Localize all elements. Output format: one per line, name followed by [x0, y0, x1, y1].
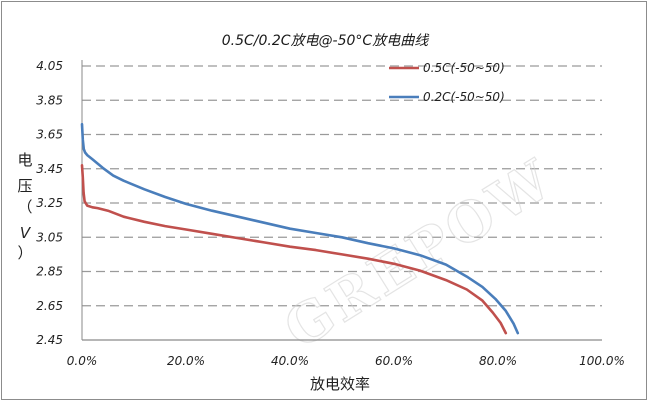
watermark-text: GREPOW [273, 145, 565, 361]
y-tick-label: 2.65 [36, 299, 63, 313]
x-tick-label: 80.0% [479, 354, 517, 368]
y-axis-label-char: ） [17, 244, 32, 262]
y-tick-label: 3.45 [36, 162, 63, 176]
chart-title: 0.5C/0.2C放电@-50°C放电曲线 [222, 33, 430, 49]
x-tick-label: 0.0% [67, 354, 98, 368]
x-tick-labels: 0.0% 20.0% 40.0% 60.0% 80.0% 100.0% [67, 354, 625, 368]
x-tick-label: 60.0% [375, 354, 413, 368]
y-axis-label-char: 压 [17, 177, 32, 195]
y-tick-labels: 4.05 3.85 3.65 3.45 3.25 3.05 2.85 2.65 2.45 [36, 59, 63, 347]
y-axis-label-char: V [20, 224, 32, 242]
legend-label-0: 0.5C(-50~50) [423, 61, 505, 75]
legend-label-1: 0.2C(-50~50) [423, 90, 505, 104]
grid-lines [82, 65, 602, 307]
y-tick-label: 3.65 [36, 128, 63, 142]
y-axis-label: 电压 （ V ） [17, 151, 32, 262]
y-axis-label-char: 电 [17, 151, 32, 169]
y-tick-label: 3.05 [36, 230, 63, 244]
x-axis-label: 放电效率 [310, 375, 370, 393]
x-tick-label: 100.0% [579, 354, 625, 368]
y-axis-label-char: （ [17, 198, 32, 216]
y-tick-label: 2.45 [36, 333, 63, 347]
x-tick-label: 20.0% [167, 354, 205, 368]
series-line-1 [80, 122, 520, 335]
y-tick-label: 2.85 [36, 265, 63, 279]
series-lines [80, 122, 520, 335]
y-tick-label: 4.05 [36, 59, 63, 73]
y-tick-label: 3.25 [36, 196, 63, 210]
series-line-0 [80, 164, 508, 335]
legend: 0.5C(-50~50) 0.2C(-50~50) [389, 61, 505, 104]
y-tick-label: 3.85 [36, 93, 63, 107]
x-tick-label: 40.0% [271, 354, 309, 368]
